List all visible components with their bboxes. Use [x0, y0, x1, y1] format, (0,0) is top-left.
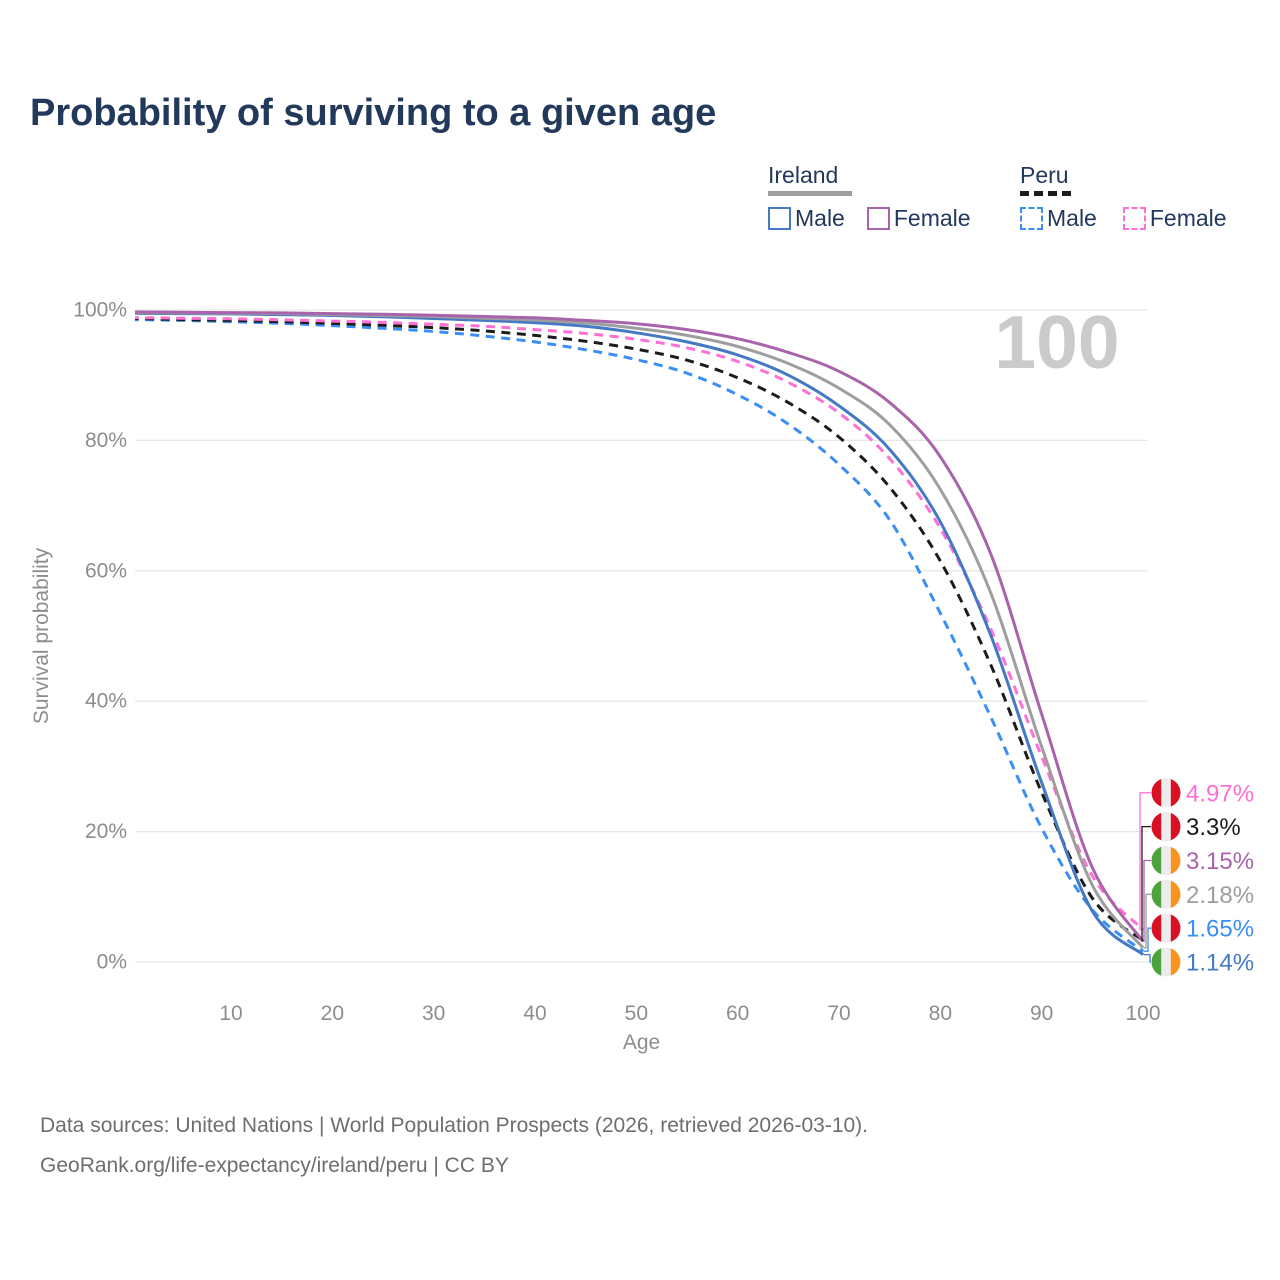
- ireland-male-swatch-icon: [768, 207, 791, 231]
- data-source-note: Data sources: United Nations | World Pop…: [40, 1106, 868, 1186]
- legend-item-ireland-female[interactable]: Female: [866, 205, 971, 232]
- peru-female-swatch-icon: [1122, 207, 1146, 231]
- legend-item-label: Male: [1047, 205, 1097, 232]
- y-tick-label-100: 100%: [73, 299, 127, 322]
- peru-total-line-swatch: [1020, 191, 1076, 197]
- end-label-ireland-male: 1.14%: [1151, 947, 1254, 977]
- legend-group-ireland-title: Ireland: [768, 162, 839, 188]
- end-label-peru-total-value: 3.3%: [1186, 814, 1241, 841]
- x-tick-label-70: 70: [827, 1002, 850, 1025]
- x-tick-label-50: 50: [625, 1002, 648, 1025]
- series-peru-male-line[interactable]: [130, 318, 1144, 953]
- y-tick-label-0: 0%: [97, 951, 127, 974]
- end-label-leader-ireland-female: [1143, 859, 1151, 943]
- end-label-peru-female: 4.97%: [1151, 778, 1254, 808]
- x-tick-label-30: 30: [422, 1002, 445, 1025]
- x-tick-label-100: 100: [1125, 1002, 1160, 1025]
- x-tick-label-90: 90: [1030, 1002, 1053, 1025]
- x-tick-label-80: 80: [929, 1002, 952, 1025]
- x-tick-label-20: 20: [321, 1002, 344, 1025]
- peru-flag-icon: [1151, 778, 1181, 808]
- end-label-ireland-female: 3.15%: [1151, 845, 1254, 875]
- legend-group-ireland: Ireland Male Female: [768, 162, 971, 232]
- end-label-leader-ireland-total: [1143, 893, 1151, 949]
- end-label-ireland-female-value: 3.15%: [1186, 848, 1254, 875]
- data-source-line-1: Data sources: United Nations | World Pop…: [40, 1114, 869, 1137]
- end-label-leader-peru-male: [1143, 927, 1151, 952]
- end-label-peru-male: 1.65%: [1151, 913, 1254, 943]
- y-tick-label-60: 60%: [85, 559, 127, 582]
- ireland-total-line-swatch: [768, 191, 852, 197]
- chart-legend: Ireland Male Female Peru Male: [0, 162, 1280, 243]
- y-axis-title: Survival probability: [30, 547, 53, 724]
- end-label-ireland-total-value: 2.18%: [1186, 882, 1254, 909]
- legend-item-peru-female[interactable]: Female: [1122, 205, 1227, 232]
- ireland-flag-icon: [1151, 879, 1181, 909]
- series-peru-female-line[interactable]: [130, 316, 1145, 931]
- legend-item-ireland-male[interactable]: Male: [768, 205, 845, 232]
- end-label-leader-ireland-male: [1143, 953, 1151, 963]
- page-title: Probability of surviving to a given age: [30, 92, 717, 134]
- series-ireland-female-line[interactable]: [130, 310, 1145, 943]
- legend-item-label: Female: [1149, 205, 1227, 232]
- x-tick-label-60: 60: [726, 1002, 749, 1025]
- hovered-age-watermark: 100: [994, 300, 1119, 384]
- legend-item-peru-male[interactable]: Male: [1020, 205, 1097, 232]
- peru-flag-icon: [1151, 812, 1181, 842]
- x-tick-label-40: 40: [523, 1002, 546, 1025]
- peru-male-swatch-icon: [1020, 207, 1043, 231]
- legend-item-label: Female: [893, 205, 971, 232]
- y-tick-label-20: 20%: [85, 820, 127, 843]
- ireland-flag-icon: [1151, 947, 1181, 977]
- ireland-female-swatch-icon: [866, 207, 890, 231]
- x-tick-label-10: 10: [219, 1002, 242, 1025]
- ireland-flag-icon: [1151, 845, 1181, 875]
- end-label-peru-female-value: 4.97%: [1186, 780, 1254, 807]
- legend-group-peru: Peru Male Female: [1020, 162, 1227, 232]
- end-label-ireland-total: 2.18%: [1151, 879, 1254, 909]
- peru-flag-icon: [1151, 913, 1181, 943]
- series-peru-total-line[interactable]: [130, 317, 1144, 942]
- end-label-ireland-male-value: 1.14%: [1186, 950, 1254, 977]
- y-tick-label-40: 40%: [85, 690, 127, 713]
- x-axis-title: Age: [623, 1031, 660, 1054]
- legend-item-label: Male: [795, 205, 845, 232]
- end-label-peru-total: 3.3%: [1151, 812, 1241, 842]
- data-source-line-2: GeoRank.org/life-expectancy/ireland/peru…: [40, 1153, 509, 1177]
- series-ireland-male-line[interactable]: [130, 311, 1144, 956]
- end-label-leader-peru-total: [1141, 825, 1151, 942]
- y-tick-label-80: 80%: [85, 429, 127, 452]
- end-label-peru-male-value: 1.65%: [1186, 916, 1254, 943]
- legend-group-peru-title: Peru: [1020, 162, 1069, 188]
